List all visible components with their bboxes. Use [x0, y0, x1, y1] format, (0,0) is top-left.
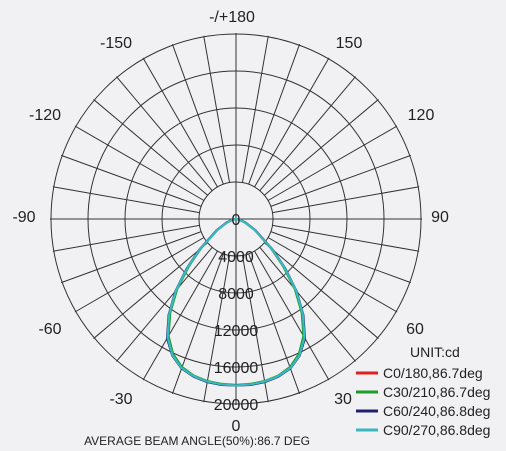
- unit-label: UNIT:cd: [410, 344, 460, 360]
- polar-grid: [50, 33, 422, 405]
- intensity-curves: [166, 217, 306, 387]
- grid-spoke: [241, 255, 269, 403]
- radial-tick-label: 0: [232, 212, 241, 229]
- grid-spoke: [272, 224, 420, 252]
- grid-spoke: [254, 250, 330, 381]
- grid-spoke: [259, 76, 356, 191]
- grid-spoke: [116, 76, 213, 191]
- angle-label: 30: [334, 391, 352, 408]
- grid-spoke: [74, 125, 205, 201]
- series-curve-3: [166, 217, 306, 387]
- angle-label: -60: [38, 321, 61, 338]
- grid-spoke: [52, 224, 200, 252]
- radial-tick-label: 4000: [218, 249, 254, 266]
- angle-label: -120: [29, 107, 61, 124]
- grid-spoke: [93, 99, 208, 196]
- grid-spoke: [93, 242, 208, 339]
- radial-tick-label: 8000: [218, 286, 254, 303]
- legend: C0/180,86.7deg C30/210,86.7deg C60/240,86.…: [356, 365, 490, 438]
- legend-entry: C0/180,86.7deg: [383, 365, 483, 381]
- grid-spoke: [272, 186, 420, 214]
- grid-spoke: [270, 231, 411, 284]
- grid-spoke: [259, 247, 356, 362]
- footer-note: AVERAGE BEAM ANGLE(50%):86.7 DEG: [84, 434, 310, 448]
- radial-tick-labels: 0 4000 8000 12000 16000 20000: [214, 212, 259, 414]
- grid-spoke: [203, 35, 231, 183]
- grid-spoke: [254, 57, 330, 188]
- grid-spoke: [171, 44, 224, 185]
- angle-label: -30: [109, 391, 132, 408]
- radial-tick-label: 20000: [214, 397, 259, 414]
- legend-entry: C30/210,86.7deg: [383, 384, 490, 400]
- radial-tick-label: 12000: [214, 323, 259, 340]
- grid-spoke: [248, 253, 301, 394]
- angle-label: 120: [408, 107, 435, 124]
- grid-spoke: [267, 125, 398, 201]
- angle-label: -150: [100, 35, 132, 52]
- grid-spoke: [52, 186, 200, 214]
- legend-entry: C60/240,86.8deg: [383, 403, 490, 419]
- grid-spoke: [142, 250, 218, 381]
- angle-label: 150: [336, 35, 363, 52]
- grid-spoke: [264, 99, 379, 196]
- legend-entry: C90/270,86.8deg: [383, 422, 490, 438]
- grid-spoke: [142, 57, 218, 188]
- angle-labels: -/+180 150 120 90 60 30 0 -30 -60 -90 -120 -150: [12, 9, 449, 435]
- angle-label: 0: [232, 418, 241, 435]
- grid-spoke: [270, 154, 411, 207]
- angle-label: -/+180: [209, 9, 255, 26]
- grid-spoke: [248, 44, 301, 185]
- grid-spoke: [61, 231, 202, 284]
- grid-spoke: [264, 242, 379, 339]
- grid-spoke: [74, 237, 205, 313]
- angle-label: 60: [406, 321, 424, 338]
- grid-spoke: [267, 237, 398, 313]
- radial-tick-label: 16000: [214, 360, 259, 377]
- angle-label: 90: [431, 209, 449, 226]
- grid-spoke: [241, 35, 269, 183]
- grid-spoke: [171, 253, 224, 394]
- grid-spoke: [203, 255, 231, 403]
- grid-spoke: [61, 154, 202, 207]
- angle-label: -90: [12, 209, 35, 226]
- grid-spoke: [116, 247, 213, 362]
